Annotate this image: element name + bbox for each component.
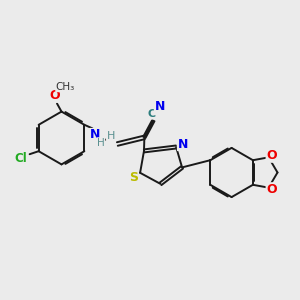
Text: N: N — [178, 137, 188, 151]
Text: S: S — [129, 171, 138, 184]
Text: O: O — [266, 183, 277, 196]
Text: H: H — [97, 138, 105, 148]
Text: O: O — [49, 89, 60, 102]
Text: CH₃: CH₃ — [56, 82, 75, 92]
Text: O: O — [266, 149, 277, 162]
Text: H: H — [106, 130, 115, 141]
Text: C: C — [148, 109, 156, 119]
Text: N: N — [154, 100, 165, 113]
Text: N: N — [90, 128, 100, 142]
Text: Cl: Cl — [14, 152, 27, 165]
